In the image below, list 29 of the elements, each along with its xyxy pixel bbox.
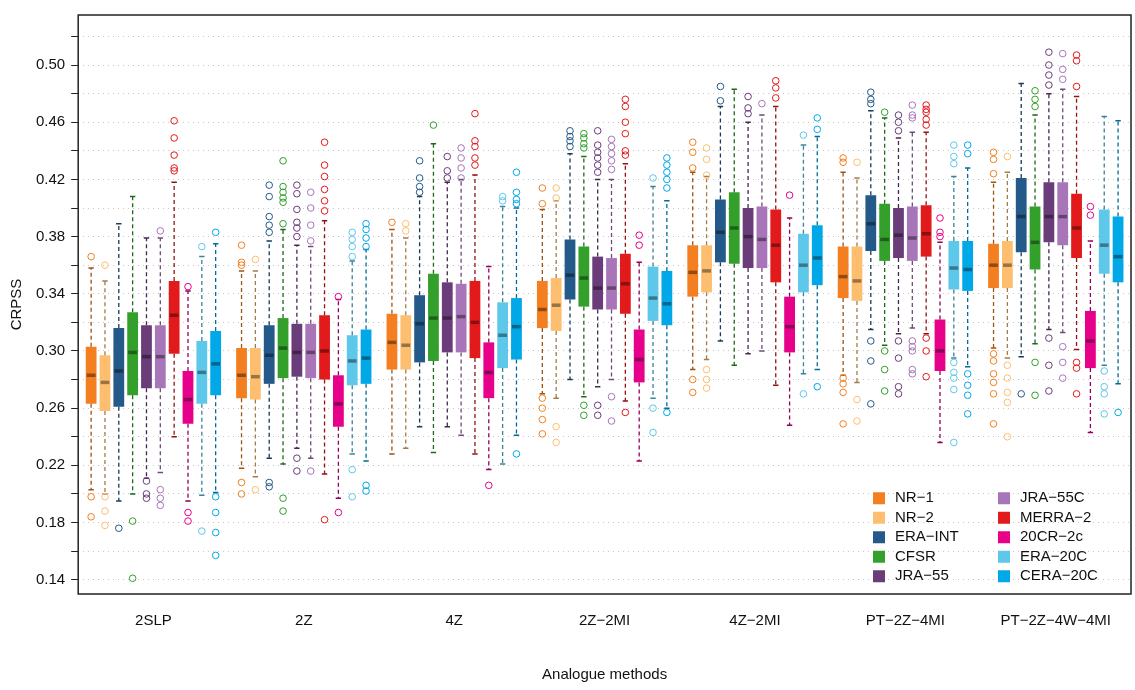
x-tick-label: 4Z xyxy=(445,611,463,629)
legend-label: JRA−55 xyxy=(895,566,949,584)
y-tick-label: 0.38 xyxy=(35,226,66,244)
y-tick-label: 0.22 xyxy=(35,455,66,473)
x-axis-title: Analogue methods xyxy=(542,665,668,683)
y-axis-title: CRPSS xyxy=(7,278,25,331)
x-tick-label: PT−2Z−4W−4MI xyxy=(1000,611,1112,629)
y-tick-label: 0.14 xyxy=(35,569,66,587)
x-tick-label: 2SLP xyxy=(135,611,172,629)
y-tick-label: 0.50 xyxy=(35,55,66,73)
y-tick-label: 0.18 xyxy=(35,512,66,530)
x-tick-label: PT−2Z−4MI xyxy=(865,611,945,629)
x-tick-label: 2Z−2MI xyxy=(578,611,631,629)
y-tick-label: 0.46 xyxy=(35,112,66,130)
legend-label: 20CR−2c xyxy=(1020,527,1084,545)
y-tick-label: 0.34 xyxy=(35,283,66,301)
legend-label: CERA−20C xyxy=(1020,566,1099,584)
legend-label: ERA−20C xyxy=(1020,546,1088,564)
legend-label: NR−2 xyxy=(895,507,934,525)
x-tick-label: 2Z xyxy=(295,611,313,629)
y-tick-label: 0.42 xyxy=(35,169,66,187)
legend-label: CFSR xyxy=(895,546,936,564)
legend-label: ERA−INT xyxy=(895,527,959,545)
y-tick-label: 0.30 xyxy=(35,341,66,359)
y-tick-label: 0.26 xyxy=(35,398,66,416)
legend-label: MERRA−2 xyxy=(1020,507,1092,525)
legend-label: NR−1 xyxy=(895,488,934,506)
legend-label: JRA−55C xyxy=(1020,488,1085,506)
x-tick-label: 4Z−2MI xyxy=(729,611,781,629)
